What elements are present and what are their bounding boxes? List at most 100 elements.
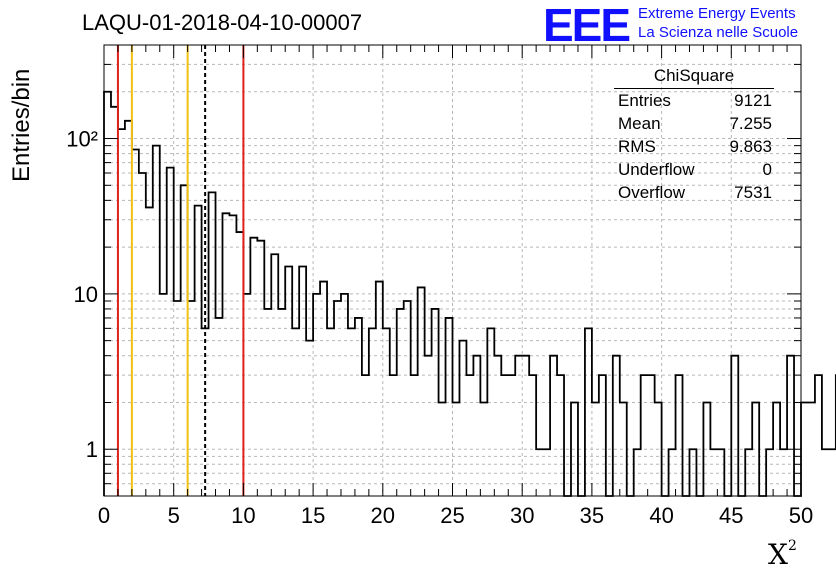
histogram-bin [222, 213, 229, 496]
histogram-bin [209, 192, 216, 496]
histogram-bin [508, 375, 515, 496]
x-axis-label-sup: 2 [787, 538, 797, 554]
histogram-bin [446, 318, 453, 496]
stats-value: 7531 [734, 183, 772, 202]
histogram-bin [334, 301, 341, 496]
stats-row-entries: Entries 9121 [610, 89, 778, 112]
histogram-bin [466, 375, 473, 496]
histogram-bin [132, 149, 139, 496]
histogram-bin [383, 328, 390, 496]
histogram-bin [550, 356, 557, 496]
histogram-bin [139, 173, 146, 496]
histogram-bin [243, 294, 250, 496]
histogram-bin [362, 375, 369, 496]
histogram-bin [529, 375, 536, 496]
histogram-bin [613, 356, 620, 496]
histogram-bin [648, 375, 655, 496]
stats-label: Overflow [618, 183, 686, 202]
histogram-bin [787, 356, 794, 496]
stats-label: RMS [618, 137, 656, 156]
histogram-bin [801, 402, 808, 496]
histogram-bin [404, 301, 411, 496]
histogram-bin [369, 328, 376, 496]
histogram-bin [494, 356, 501, 496]
histogram-bin [188, 301, 195, 496]
stats-title: ChiSquare [614, 66, 774, 89]
stats-value: 0 [762, 160, 772, 179]
stats-value: 9121 [734, 91, 772, 110]
y-tick-label: 10 [74, 282, 98, 307]
x-tick-label: 40 [649, 503, 673, 528]
axes: 0 5 10 15 20 25 30 35 40 45 50 1 10 10² [66, 44, 813, 528]
histogram-bin [557, 375, 564, 496]
histogram-bin [822, 449, 829, 496]
histogram-series [103, 90, 836, 497]
y-axis-label: Entries/bin [8, 68, 35, 182]
histogram-bin [425, 356, 432, 496]
chart-title: LAQU-01-2018-04-10-00007 [82, 10, 363, 35]
histogram-outline [103, 90, 836, 497]
stats-row-rms: RMS 9.863 [610, 135, 778, 158]
histogram-bin [257, 241, 264, 496]
logo-line-1: Extreme Energy Events [638, 5, 796, 22]
histogram-bin [250, 238, 257, 496]
x-tick-label: 0 [98, 503, 110, 528]
eee-logo-caption: Extreme Energy Events La Scienza nelle S… [638, 4, 798, 42]
histogram-bin [487, 328, 494, 496]
histogram-bin [459, 341, 466, 496]
histogram-bin [341, 294, 348, 496]
histogram-bin [501, 375, 508, 496]
stats-box: ChiSquare Entries 9121 Mean 7.255 RMS 9.863… [610, 66, 778, 204]
histogram-bin [355, 318, 362, 496]
stats-row-mean: Mean 7.255 [610, 112, 778, 135]
y-tick-label: 1 [86, 437, 98, 462]
histogram-bin [731, 356, 738, 496]
marker-lines [116, 45, 245, 496]
histogram-bin [829, 449, 836, 496]
histogram-bin [160, 294, 167, 496]
stats-label: Underflow [618, 160, 695, 179]
histogram-bin [327, 328, 334, 496]
histogram-bin [641, 375, 648, 496]
histogram-bin [153, 146, 160, 496]
histogram-bin [599, 375, 606, 496]
histogram-bin [411, 375, 418, 496]
histogram-bin [815, 375, 822, 496]
histogram-bin [146, 207, 153, 496]
histogram-bin [808, 402, 815, 496]
stats-label: Entries [618, 91, 671, 110]
stats-row-overflow: Overflow 7531 [610, 181, 778, 204]
histogram-bin [348, 328, 355, 496]
x-tick-label: 5 [168, 503, 180, 528]
stats-value: 7.255 [729, 114, 772, 133]
histogram-bin [292, 328, 299, 496]
histogram-bin [216, 318, 223, 496]
histogram-bin [174, 301, 181, 496]
x-tick-label: 15 [301, 503, 325, 528]
x-tick-label: 10 [231, 503, 255, 528]
x-axis-label-base: X [768, 538, 788, 571]
histogram-bin [676, 375, 683, 496]
eee-logo: EEE [543, 0, 631, 51]
stats-value: 9.863 [729, 137, 772, 156]
stats-label: Mean [618, 114, 661, 133]
stats-row-underflow: Underflow 0 [610, 158, 778, 181]
x-tick-label: 25 [440, 503, 464, 528]
x-axis-label: X2 [768, 538, 797, 571]
histogram-bin [306, 341, 313, 496]
x-tick-label: 30 [510, 503, 534, 528]
x-tick-label: 50 [789, 503, 813, 528]
histogram-bin [522, 356, 529, 496]
histogram-bin [167, 168, 174, 496]
histogram-bin [313, 294, 320, 496]
logo-line-2: La Scienza nelle Scuole [638, 24, 799, 41]
histogram-bin [118, 129, 125, 496]
x-tick-label: 35 [580, 503, 604, 528]
histogram-bin [515, 356, 522, 496]
histogram-bin [585, 328, 592, 496]
y-tick-label: 10² [66, 127, 98, 152]
histogram-bin [195, 206, 202, 496]
histogram-bin [473, 356, 480, 496]
x-tick-label: 45 [719, 503, 743, 528]
